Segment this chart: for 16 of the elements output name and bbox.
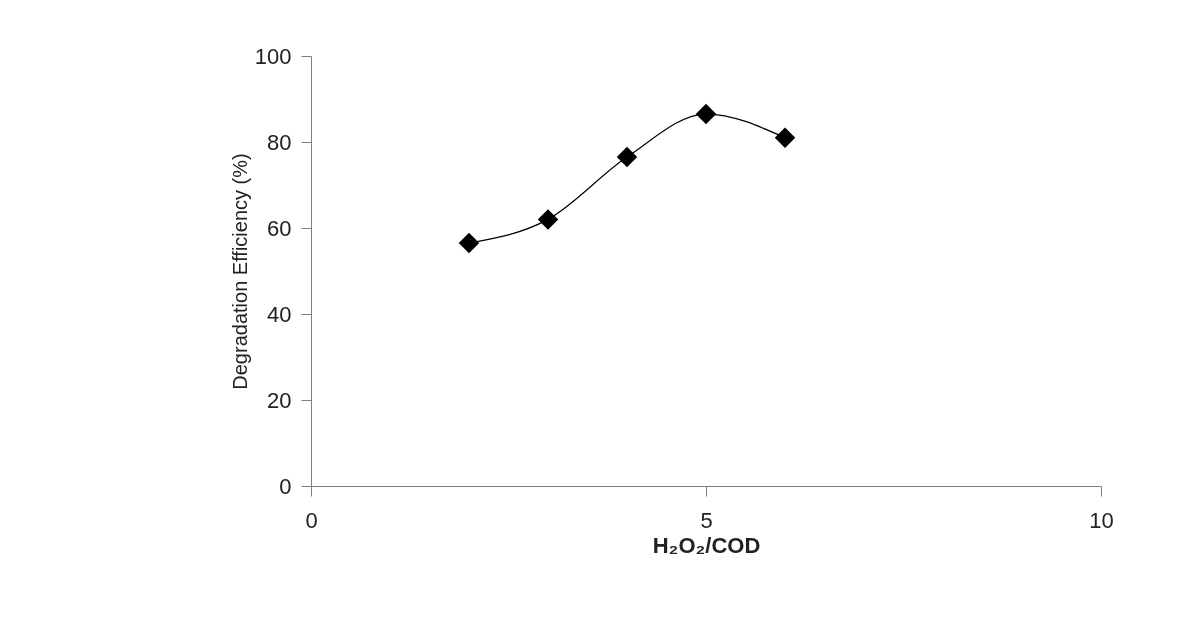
y-tick-label: 0: [279, 473, 292, 499]
point: [774, 127, 796, 148]
x-tick-label: 0: [305, 507, 318, 533]
point: [695, 103, 717, 125]
y-tick-label: 80: [267, 129, 292, 155]
point: [537, 209, 559, 230]
y-tick-label: 20: [267, 387, 292, 413]
x-axis-title: H₂O₂/COD: [652, 532, 761, 558]
y-tick-label: 100: [254, 43, 292, 69]
point: [616, 146, 638, 168]
x-tick-label: 10: [1089, 507, 1114, 533]
x-tick-label: 5: [700, 507, 713, 533]
y-tick-label: 60: [267, 215, 292, 241]
y-tick-label: 40: [267, 301, 292, 327]
point: [458, 232, 480, 254]
y-axis-title: Degradation Efficiency (%): [228, 153, 251, 390]
